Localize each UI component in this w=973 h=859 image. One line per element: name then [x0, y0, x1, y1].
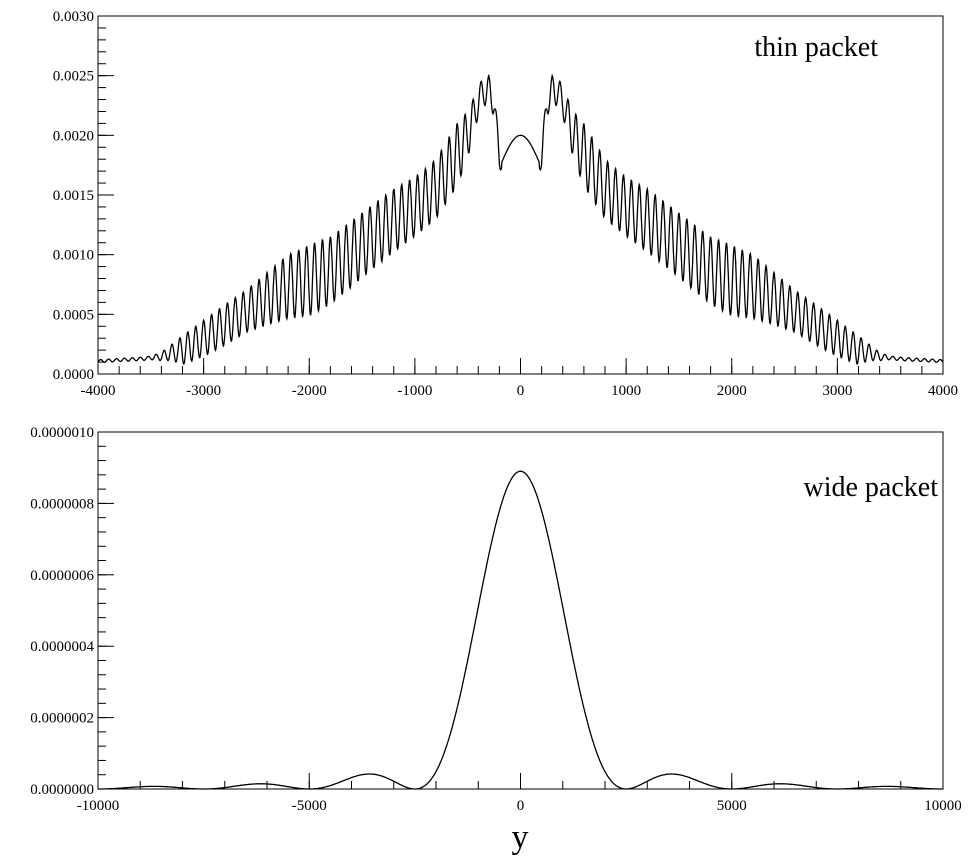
x-tick-label: 0 — [517, 383, 525, 399]
x-tick-label: -5000 — [292, 798, 327, 814]
y-tick-label: 0.0020 — [53, 128, 94, 144]
wide-packet-series-line — [98, 470, 943, 790]
thin-packet-panel: -4000 -3000 -2000 -1000 0 1000 2000 3000 4000 0.0… — [53, 9, 958, 399]
x-tick-label: 2000 — [717, 383, 747, 399]
x-tick-label: 5000 — [717, 798, 747, 814]
x-axis-label: y — [512, 819, 529, 856]
y-tick-label: 0.0005 — [53, 307, 94, 323]
y-tick-label: 0.0000000 — [30, 782, 94, 798]
thin-packet-series-line — [97, 73, 944, 366]
y-tick-label: 0.0010 — [53, 248, 94, 264]
wide-packet-label: wide packet — [804, 472, 939, 503]
x-tick-label: 10000 — [924, 798, 962, 814]
y-tick-label: 0.0000010 — [30, 425, 94, 441]
x-tick-label: 1000 — [611, 383, 641, 399]
x-tick-label: -3000 — [186, 383, 221, 399]
wide-packet-panel: -10000 -5000 0 5000 10000 0.0000000 0.0000002 0… — [30, 425, 962, 856]
x-tick-label: 4000 — [928, 383, 958, 399]
y-tick-label: 0.0000004 — [30, 639, 94, 655]
thin-packet-label: thin packet — [754, 32, 878, 63]
x-tick-label: 0 — [517, 798, 525, 814]
y-tick-label: 0.0000 — [53, 367, 94, 383]
x-tick-label: 3000 — [822, 383, 852, 399]
x-tick-label: -1000 — [397, 383, 432, 399]
x-tick-label: -10000 — [77, 798, 120, 814]
wide-packet-plot-frame — [97, 431, 944, 790]
y-tick-label: 0.0000002 — [30, 711, 94, 727]
y-tick-label: 0.0025 — [53, 69, 94, 85]
x-tick-label: -2000 — [292, 383, 327, 399]
x-tick-label: -4000 — [81, 383, 116, 399]
y-tick-label: 0.0000006 — [30, 568, 94, 584]
y-tick-label: 0.0030 — [53, 9, 94, 25]
thin-packet-plot-frame — [97, 15, 944, 375]
y-tick-label: 0.0000008 — [30, 496, 94, 512]
y-tick-label: 0.0015 — [53, 188, 94, 204]
